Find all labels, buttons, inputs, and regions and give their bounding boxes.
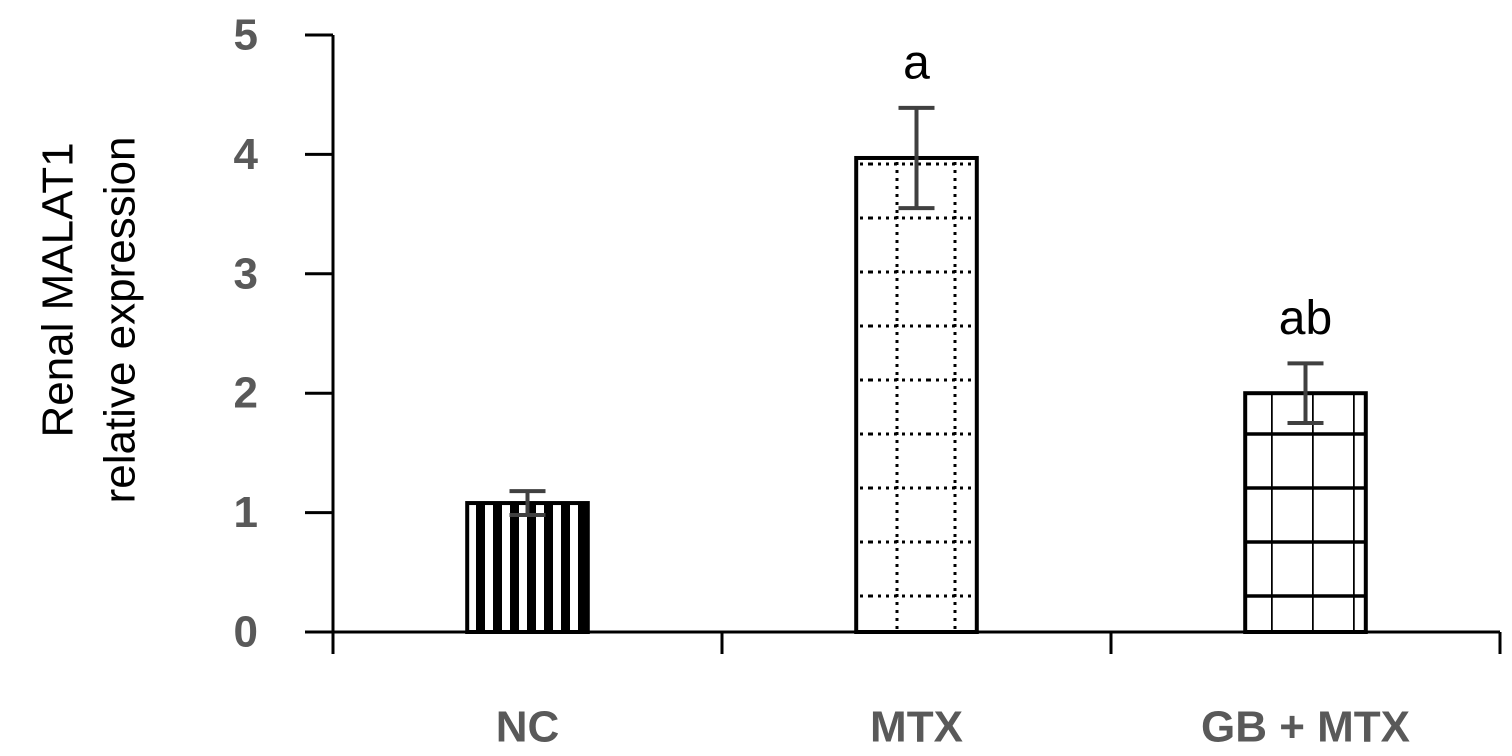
x-tick-label: MTX (870, 703, 963, 752)
x-tick-label: GB + MTX (1201, 703, 1410, 752)
bars: a ab (465, 36, 1368, 635)
y-tick-label: 3 (234, 249, 258, 298)
y-tick-label: 0 (234, 608, 258, 657)
bar (854, 155, 979, 634)
y-tick-label: 4 (234, 130, 259, 179)
significance-label: a (903, 36, 930, 89)
y-axis-title-line-1: Renal MALAT1 (34, 142, 83, 437)
y-tick-label: 1 (234, 488, 258, 537)
bar (1243, 391, 1368, 635)
y-axis: 0 1 2 3 4 5 (234, 11, 335, 657)
error-bar (1287, 361, 1324, 426)
significance-label: ab (1279, 292, 1332, 345)
x-axis: NC MTX GB + MTX (331, 630, 1502, 752)
y-tick-label: 5 (234, 11, 258, 60)
x-tick-label: NC (496, 703, 560, 752)
error-bar (509, 489, 546, 517)
y-axis-title-line-2: relative expression (96, 137, 145, 504)
bar (465, 501, 590, 634)
error-bar (898, 105, 935, 211)
y-tick-label: 2 (234, 369, 258, 418)
y-axis-title: Renal MALAT1 relative expression (34, 137, 145, 504)
